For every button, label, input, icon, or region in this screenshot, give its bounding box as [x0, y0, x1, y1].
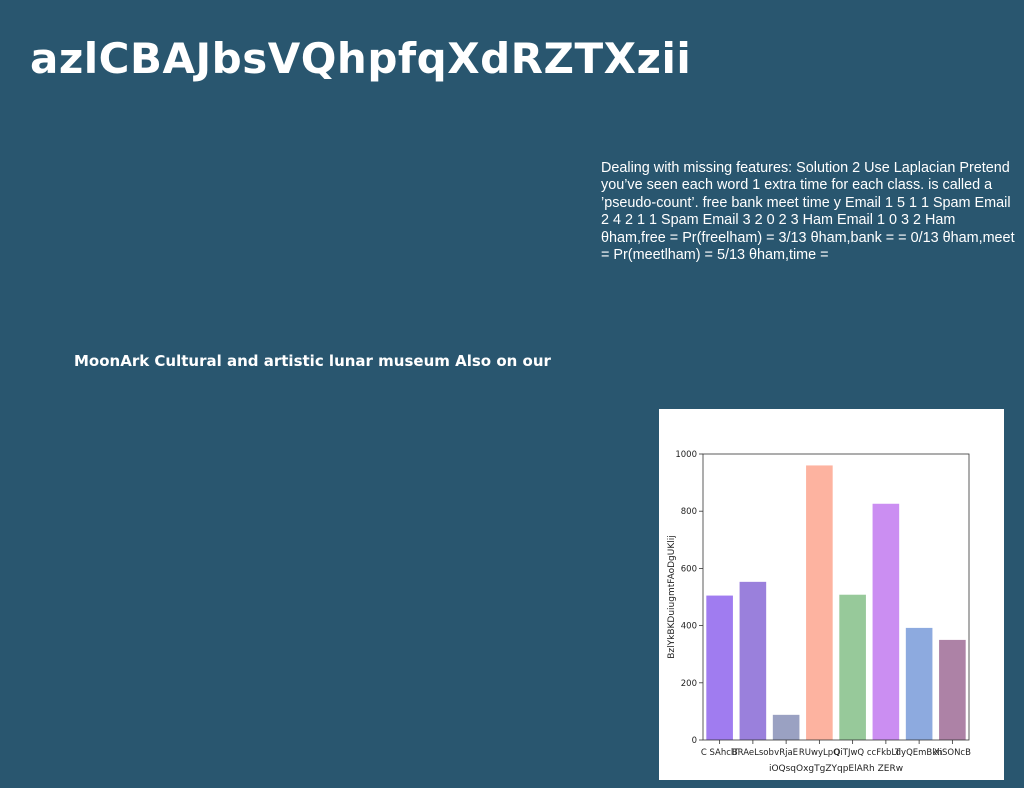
- bar: [706, 595, 733, 740]
- y-tick-label: 1000: [675, 450, 697, 460]
- x-tick-label: RUwyLpQ: [799, 748, 840, 758]
- plot-frame: [702, 453, 970, 741]
- bar: [739, 581, 767, 740]
- x-tick-label: cFkbLT: [872, 748, 901, 758]
- x-tick-label: BRAeLsob: [732, 748, 774, 758]
- y-tick-label: 800: [681, 507, 697, 517]
- x-tick-label: XiSONcB: [934, 748, 971, 758]
- page-title: azlCBAJbsVQhpfqXdRZTXzii: [30, 34, 692, 83]
- bar: [872, 503, 900, 740]
- y-tick-label: 200: [681, 679, 697, 689]
- y-tick-label: 0: [692, 736, 697, 746]
- y-tick-label: 400: [681, 622, 697, 632]
- bar: [939, 639, 966, 740]
- bar: [839, 594, 866, 740]
- bars: [706, 465, 966, 740]
- x-tick-label: vRjaE: [774, 748, 798, 758]
- bar: [772, 714, 800, 740]
- y-tick-label: 600: [681, 564, 697, 574]
- x-tick-label: dyQEmBkh: [896, 748, 943, 758]
- y-axis-label: BzlYkBKDuiugmtFAoDgUKlij: [667, 535, 677, 659]
- chart-card: 0 200 400 600 800 1000 C SAhclT BRAeLsob vRjaE R…: [659, 409, 1004, 780]
- bar: [905, 627, 933, 740]
- x-tick-label: QiTJwQ c: [834, 748, 872, 758]
- caption-text: MoonArk Cultural and artistic lunar muse…: [74, 352, 551, 370]
- bar: [806, 465, 833, 740]
- x-axis-label: iOQsqOxgTgZYqpElARh ZERw: [769, 764, 903, 774]
- y-axis: 0 200 400 600 800 1000: [675, 450, 703, 746]
- notes-text: Dealing with missing features: Solution …: [601, 160, 1015, 264]
- x-tick-label: C SAhclT: [701, 748, 739, 758]
